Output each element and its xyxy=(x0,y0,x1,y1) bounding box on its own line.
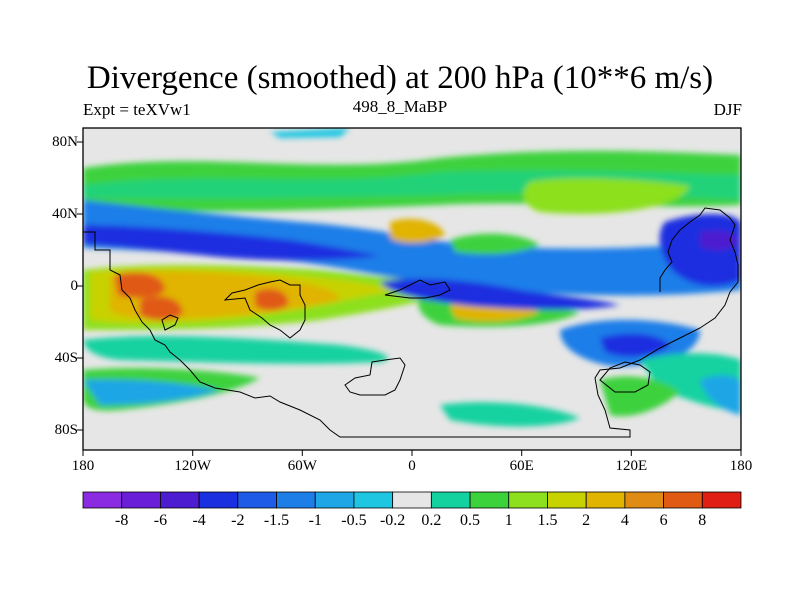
colorbar-box xyxy=(430,491,471,509)
colorbar xyxy=(82,491,742,509)
lon-label-120w: 120W xyxy=(174,458,212,474)
colorbar-label: 2 xyxy=(582,512,591,529)
season-label: DJF xyxy=(713,100,742,119)
lon-label-0: 0 xyxy=(408,458,416,474)
colorbar-label: -2 xyxy=(231,512,245,529)
field-asia-green xyxy=(450,233,540,255)
field-north-deep-blue xyxy=(83,225,380,261)
colorbar-box xyxy=(160,491,200,509)
coastline-americas xyxy=(83,207,739,438)
colorbar-label: 6 xyxy=(659,512,668,529)
field-south-deep-blue xyxy=(600,333,670,357)
colorbar-label: -1 xyxy=(308,512,322,529)
lat-label-80s: 80S xyxy=(54,422,78,438)
field-south-teal xyxy=(83,336,388,364)
field-southern-ocean-teal xyxy=(440,402,580,427)
colorbar-box xyxy=(469,491,510,509)
field-pacific-max-2 xyxy=(140,296,183,321)
colorbar-label: -4 xyxy=(192,512,206,529)
colorbar-label: 4 xyxy=(620,512,629,529)
colorbar-box xyxy=(547,491,587,509)
field-pacific-max xyxy=(115,272,165,298)
lat-label-40n: 40N xyxy=(52,206,78,222)
chart-title: Divergence (smoothed) at 200 hPa (10**6 … xyxy=(86,60,714,96)
coastline-australia xyxy=(599,361,651,393)
colorbar-box xyxy=(314,491,355,509)
field-southeast-blue xyxy=(700,375,741,415)
colorbar-label: -0.5 xyxy=(341,512,367,529)
colorbar-box xyxy=(508,491,548,509)
colorbar-box xyxy=(353,491,394,509)
colorbar-box xyxy=(624,491,664,509)
colorbar-label: 1.5 xyxy=(537,512,558,529)
lon-label-60e: 60E xyxy=(509,458,534,474)
lon-label-120e: 120E xyxy=(615,458,648,474)
field-southern-blue xyxy=(83,379,220,405)
colorbar-label: 0.5 xyxy=(460,512,481,529)
field-east-south-green xyxy=(600,376,680,417)
colorbar-label: -0.2 xyxy=(379,512,406,529)
field-europe-yellow xyxy=(390,218,445,243)
coastline-indonesia xyxy=(384,279,451,299)
colorbar-box xyxy=(121,491,161,509)
experiment-label: Expt = teXVw1 xyxy=(83,100,191,119)
lon-label-180e: 180 xyxy=(729,458,753,474)
colorbar-box xyxy=(82,491,123,509)
colorbar-box xyxy=(392,491,432,509)
colorbar-box xyxy=(663,491,703,509)
coastline-south-america xyxy=(223,279,306,339)
colorbar-label: -1.5 xyxy=(263,512,290,529)
colorbar-box xyxy=(237,491,277,509)
colorbar-label: -6 xyxy=(153,512,168,529)
coastlines xyxy=(83,207,739,438)
colorbar-box xyxy=(701,491,742,509)
colorbar-label: 8 xyxy=(698,512,707,529)
field-samerica-max xyxy=(255,288,289,311)
colorbar-label: 0.2 xyxy=(421,512,442,529)
lon-label-180w: 180 xyxy=(71,458,95,474)
map-field xyxy=(83,128,741,450)
field-north-blue-belt xyxy=(83,200,741,296)
colorbar-box xyxy=(198,491,239,509)
colorbar-box xyxy=(585,491,626,509)
axis-ticks xyxy=(77,141,742,456)
field-nw-pacific-core xyxy=(700,230,738,251)
lat-label-0: 0 xyxy=(70,278,79,294)
lon-label-60w: 60W xyxy=(287,458,317,474)
lat-label-40s: 40S xyxy=(54,350,78,366)
field-indonesia-blue xyxy=(380,278,620,310)
field-atlantic-green xyxy=(523,178,690,214)
colorbar-label: 1 xyxy=(504,512,513,529)
coastline-central-america xyxy=(161,314,179,331)
lat-label-80n: 80N xyxy=(52,134,78,150)
colorbar-label: -8 xyxy=(115,512,129,529)
colorbar-box xyxy=(276,491,316,509)
coastline-africa xyxy=(344,357,406,396)
field-arctic-teal xyxy=(270,128,350,138)
run-label: 498_8_MaBP xyxy=(352,97,448,116)
